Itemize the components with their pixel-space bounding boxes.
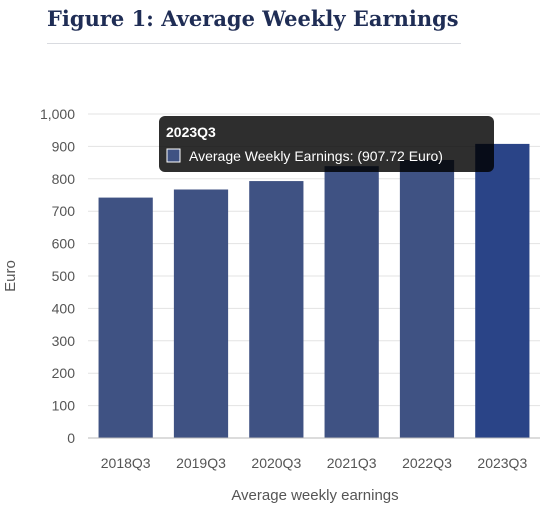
y-tick-label: 100 xyxy=(52,398,76,414)
y-tick-label: 900 xyxy=(52,138,76,154)
tooltip-swatch xyxy=(166,148,181,163)
x-axis-title: Average weekly earnings xyxy=(231,487,398,504)
figure-title: Figure 1: Average Weekly Earnings xyxy=(47,6,459,31)
y-tick-label: 600 xyxy=(52,236,76,252)
y-tick-label: 0 xyxy=(67,430,75,446)
bar[interactable] xyxy=(475,143,530,438)
tooltip-title: 2023Q3 xyxy=(166,124,216,140)
bar[interactable] xyxy=(324,166,379,438)
y-tick-label: 200 xyxy=(52,365,76,381)
bar[interactable] xyxy=(249,181,304,438)
x-tick-label: 2020Q3 xyxy=(251,455,301,471)
y-tick-label: 700 xyxy=(52,203,76,219)
y-tick-label: 1,000 xyxy=(40,106,75,122)
bar[interactable] xyxy=(399,160,455,438)
tooltip-label: Average Weekly Earnings: (907.72 Euro) xyxy=(189,148,443,164)
bar[interactable] xyxy=(98,197,153,438)
bar[interactable] xyxy=(173,189,229,438)
x-tick-label: 2019Q3 xyxy=(176,455,226,471)
title-divider xyxy=(47,43,461,44)
y-tick-label: 800 xyxy=(52,171,76,187)
x-tick-label: 2023Q3 xyxy=(477,455,527,471)
bars xyxy=(98,143,530,438)
y-tick-label: 400 xyxy=(52,300,76,316)
y-axis-title: Euro xyxy=(2,260,19,292)
x-tick-label: 2021Q3 xyxy=(327,455,377,471)
y-tick-label: 500 xyxy=(52,268,76,284)
y-tick-label: 300 xyxy=(52,333,76,349)
y-axis-ticks: 0 100 200 300 400 500 600 700 800 900 1,000 xyxy=(40,106,75,446)
tooltip-background xyxy=(159,116,494,172)
chart-tooltip: 2023Q3 Average Weekly Earnings: (907.72 … xyxy=(159,116,494,172)
x-tick-label: 2022Q3 xyxy=(402,455,452,471)
x-axis-ticks: 2018Q3 2019Q3 2020Q3 2021Q3 2022Q3 2023Q3 xyxy=(101,455,528,471)
x-tick-label: 2018Q3 xyxy=(101,455,151,471)
